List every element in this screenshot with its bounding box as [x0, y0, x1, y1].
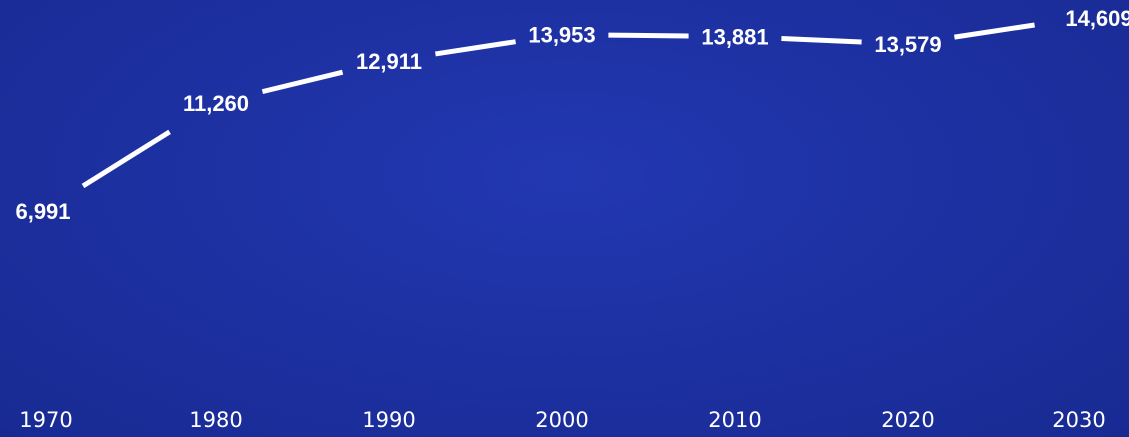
data-label-1990: 12,911	[356, 49, 422, 74]
series-segment-1990-2000	[435, 39, 516, 57]
data-labels: 6,991 11,260 12,911 13,953 13,881 13,579 14,60…	[15, 6, 1129, 224]
x-tick-label-1990: 1990	[362, 408, 415, 432]
series-segment-2020-2030	[954, 22, 1035, 40]
series-segment-1970-1980	[81, 129, 171, 189]
data-label-2010: 13,881	[701, 24, 768, 49]
data-label-2000: 13,953	[528, 23, 595, 48]
x-tick-label-1980: 1980	[189, 408, 242, 432]
series-segment-2010-2020	[781, 35, 862, 45]
x-tick-label-2010: 2010	[708, 408, 761, 432]
x-tick-label-1970: 1970	[19, 408, 72, 432]
data-label-2030: 14,609	[1065, 6, 1129, 31]
data-label-2020: 13,579	[874, 32, 941, 57]
data-label-1970: 6,991	[15, 199, 70, 224]
series-segment-2000-2010	[608, 32, 689, 39]
data-label-1980: 11,260	[183, 91, 249, 116]
series-segment-1980-1990	[261, 69, 344, 95]
drop-lines	[42, 34, 1082, 355]
x-axis-tick-labels: 1970 1980 1990 2000 2010 2020 2030	[19, 408, 1105, 432]
x-tick-label-2020: 2020	[881, 408, 934, 432]
series-line	[81, 22, 1035, 189]
x-tick-label-2030: 2030	[1052, 408, 1105, 432]
x-tick-label-2000: 2000	[535, 408, 588, 432]
